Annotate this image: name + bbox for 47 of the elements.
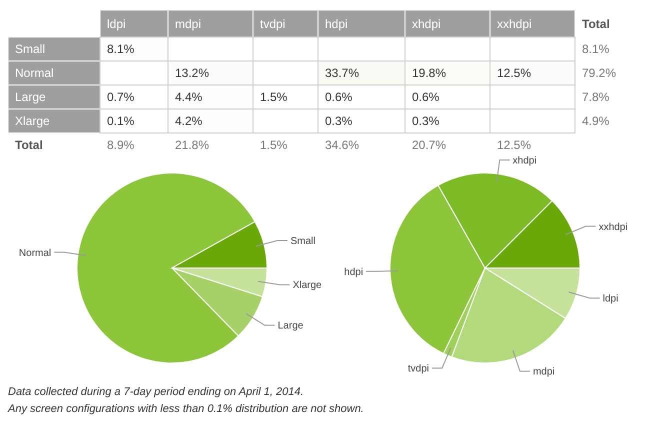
data-label: 1.5% [260, 90, 288, 104]
slice-label: xxhdpi [598, 222, 628, 233]
y-tick-label: Normal [15, 66, 54, 80]
data-label: 0.1% [107, 114, 135, 128]
slice-label: xhdpi [512, 155, 537, 166]
data-label: 79.2% [582, 66, 616, 80]
data-label: 4.9% [582, 114, 610, 128]
x-tick-label: mdpi [175, 17, 202, 31]
data-label: 21.8% [175, 138, 210, 152]
data-label: 0.6% [325, 90, 353, 104]
data-label: 0.6% [412, 90, 440, 104]
data-label: 19.8% [412, 66, 446, 80]
data-label: 34.6% [325, 138, 360, 152]
y-tick-label: Xlarge [15, 114, 50, 128]
x-tick-label: Total [582, 17, 610, 31]
text: Data collected during a 7-day period ending on April 1, 2014. [8, 386, 304, 398]
data-label: 12.5% [497, 66, 532, 80]
data-label: 8.1% [107, 42, 135, 56]
slice-label: hdpi [344, 266, 364, 278]
data-label: 0.3% [325, 114, 353, 128]
slice-label: Large [278, 320, 304, 332]
data-label: 0.3% [412, 114, 440, 128]
y-tick-label: Total [15, 138, 43, 152]
y-tick-label: Large [15, 90, 46, 104]
data-label: 8.1% [582, 42, 610, 56]
slice-label: tvdpi [408, 364, 430, 375]
slice-label: ldpi [602, 294, 618, 305]
text: Any screen configurations with less than 0.1% distribution are not shown. [7, 403, 364, 415]
data-label: 4.4% [175, 90, 203, 104]
slice-label: mdpi [532, 366, 555, 378]
data-label: 0.7% [107, 90, 135, 104]
data-label: 13.2% [175, 66, 210, 80]
slice-label: Small [290, 236, 316, 248]
x-tick-label: xhdpi [412, 17, 441, 31]
data-label: 20.7% [412, 138, 446, 152]
data-label: 1.5% [260, 138, 288, 152]
data-label: 7.8% [582, 90, 610, 104]
data-label: 4.2% [175, 114, 203, 128]
data-label: 33.7% [325, 66, 360, 80]
data-label: 8.9% [107, 138, 135, 152]
x-tick-label: xxhdpi [497, 17, 532, 31]
slice-label: Xlarge [292, 280, 322, 292]
y-tick-label: Small [15, 42, 46, 56]
x-tick-label: hdpi [325, 17, 348, 31]
x-tick-label: tvdpi [260, 17, 286, 31]
x-tick-label: ldpi [107, 17, 126, 31]
data-label: 12.5% [497, 138, 532, 152]
